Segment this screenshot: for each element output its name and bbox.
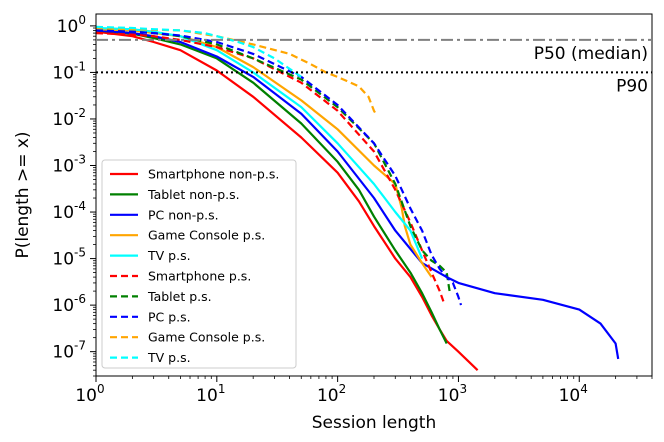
series-line-5 xyxy=(96,26,424,260)
y-tick-label: 10-5 xyxy=(52,246,86,270)
x-tick-label: 103 xyxy=(438,382,467,406)
legend-label: TV p.s. xyxy=(147,248,191,263)
x-axis-title: Session length xyxy=(312,413,436,433)
legend-label: Tablet p.s. xyxy=(147,289,212,304)
series-line-3 xyxy=(96,29,620,360)
x-tick-label: 100 xyxy=(75,382,104,406)
series-line-9 xyxy=(96,26,378,116)
y-tick-label: 10-7 xyxy=(52,339,86,363)
legend-label: TV p.s. xyxy=(147,350,191,365)
legend: Smartphone non-p.s. Tablet non-p.s. PC non… xyxy=(101,159,297,369)
series-line-6 xyxy=(96,32,445,302)
legend-label: PC p.s. xyxy=(148,309,191,324)
legend-label: Game Console p.s. xyxy=(148,228,265,243)
y-tick-label: 10-2 xyxy=(52,106,86,130)
legend-box xyxy=(101,159,297,369)
legend-label: Tablet non-p.s. xyxy=(147,187,240,202)
reference-line-label: P90 xyxy=(616,76,648,96)
legend-label: PC non-p.s. xyxy=(148,207,219,222)
legend-label: Smartphone non-p.s. xyxy=(148,167,279,182)
series-group xyxy=(96,25,620,371)
legend-label: Smartphone p.s. xyxy=(148,269,251,284)
series-line-8 xyxy=(96,29,463,306)
x-tick-label: 102 xyxy=(317,382,346,406)
y-tick-label: 10-3 xyxy=(52,153,86,177)
reference-line-label: P50 (median) xyxy=(534,44,648,64)
series-line-10 xyxy=(96,25,302,78)
y-tick-label: 10-1 xyxy=(52,59,86,83)
y-tick-label: 10-6 xyxy=(52,292,86,316)
y-tick-label: 100 xyxy=(57,13,86,37)
x-tick-label: 101 xyxy=(196,382,225,406)
y-axis-title: P(length >= x) xyxy=(13,131,33,258)
series-line-2 xyxy=(96,29,448,344)
x-tick-label: 104 xyxy=(559,382,588,406)
legend-label: Game Console p.s. xyxy=(148,330,265,345)
axes: 100 101 102 103 104 100 10-1 10-2 10-3 10-4 10-5 10… xyxy=(13,13,653,433)
plot-area xyxy=(96,25,620,371)
reference-lines: P50 (median) P90 xyxy=(96,38,652,96)
y-tick-label: 10-4 xyxy=(52,199,86,223)
